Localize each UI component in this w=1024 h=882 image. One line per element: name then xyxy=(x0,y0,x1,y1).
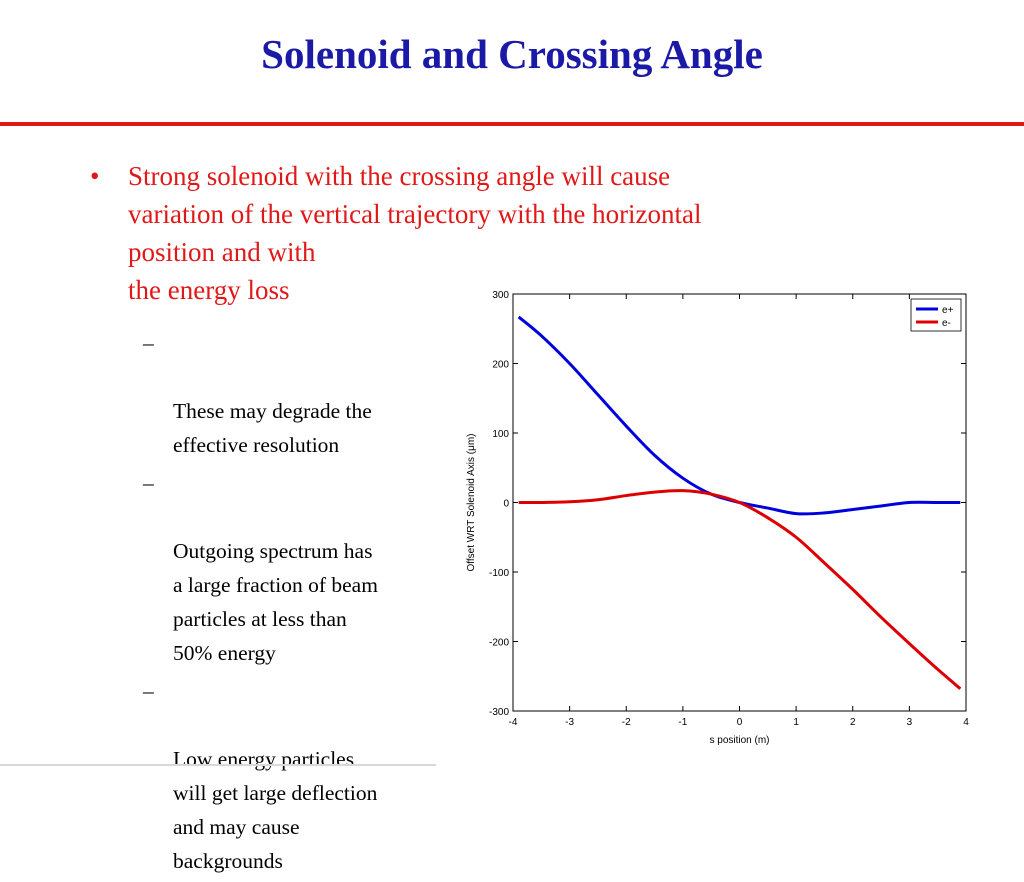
slide-title: Solenoid and Crossing Angle xyxy=(261,31,763,77)
series-layer xyxy=(517,315,962,690)
dash-marker: – xyxy=(143,471,154,495)
series-line-e-minus xyxy=(518,489,962,690)
y-tick-label: -100 xyxy=(489,568,509,579)
sub-bullet-text: Outgoing spectrum has a large fraction o… xyxy=(173,539,378,665)
x-tick-label: -3 xyxy=(565,717,574,728)
x-axis-label: s position (m) xyxy=(709,735,769,746)
y-tick-label: 100 xyxy=(492,429,509,440)
sub-bullet-item: – These may degrade the effective resolu… xyxy=(143,326,443,462)
y-tick-label: 0 xyxy=(503,499,509,510)
y-tick-label: -300 xyxy=(489,707,509,718)
y-tick-label: -200 xyxy=(489,638,509,649)
sub-bullet-item: – Low energy particles will get large de… xyxy=(143,674,443,878)
x-tick-label: 2 xyxy=(850,717,856,728)
legend-label-e-minus: e- xyxy=(942,318,951,329)
x-tick-label: 3 xyxy=(907,717,913,728)
sub-bullet-list: – These may degrade the effective resolu… xyxy=(143,326,443,882)
axis-ticks: -4 -3 -2 -1 0 1 2 3 4 300 200 100 0 -100 -200 -300 xyxy=(489,290,969,728)
x-tick-label: 4 xyxy=(963,717,969,728)
text-clip-mask xyxy=(436,320,456,680)
sub-bullet-item: – Outgoing spectrum has a large fraction… xyxy=(143,466,443,670)
title-divider xyxy=(0,122,1024,126)
chart-svg: -4 -3 -2 -1 0 1 2 3 4 300 200 100 0 -100 -200 -300 s po… xyxy=(466,290,969,746)
y-tick-label: 300 xyxy=(492,290,509,301)
x-tick-label: -4 xyxy=(509,717,518,728)
sub-bullet-text: These may degrade the effective resoluti… xyxy=(173,399,372,457)
x-tick-label: -1 xyxy=(678,717,687,728)
x-tick-label: 1 xyxy=(793,717,799,728)
chart-legend: e+ e- xyxy=(910,298,962,332)
trajectory-chart: -4 -3 -2 -1 0 1 2 3 4 300 200 100 0 -100 -200 -300 s po… xyxy=(456,282,996,752)
footer-rule xyxy=(0,764,436,766)
x-tick-label: -2 xyxy=(622,717,631,728)
main-bullet-text: Strong solenoid with the crossing angle … xyxy=(128,161,702,305)
dash-marker: – xyxy=(143,331,154,355)
x-tick-label: 0 xyxy=(737,717,743,728)
bullet-marker: • xyxy=(90,161,100,191)
dash-marker: – xyxy=(143,679,154,703)
y-axis-label: Offset WRT Solenoid Axis (μm) xyxy=(466,433,477,571)
y-tick-label: 200 xyxy=(492,360,509,371)
legend-box xyxy=(910,298,962,332)
legend-label-e-plus: e+ xyxy=(942,305,954,316)
